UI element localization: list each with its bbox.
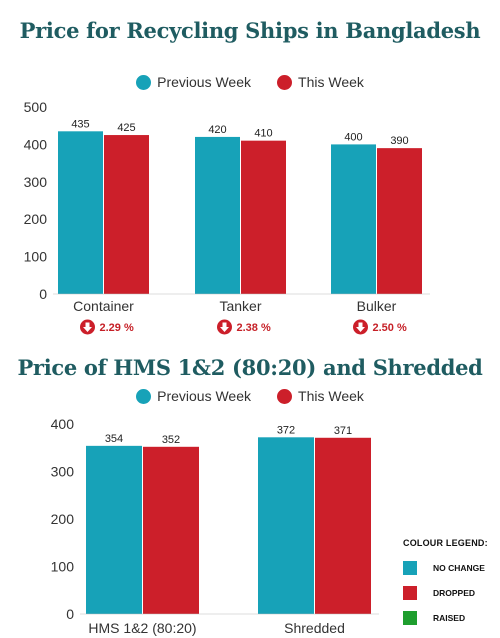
down-arrow-glyph (83, 322, 92, 332)
bar-container-previous (58, 131, 103, 294)
category-label-tanker: Tanker (219, 298, 261, 314)
category-label-hms-1-2-80-20: HMS 1&2 (80:20) (88, 620, 196, 636)
y-tick-label: 0 (66, 606, 74, 622)
y-tick-label: 300 (51, 464, 75, 480)
bar-bulker-this (377, 148, 422, 294)
legend-label-this: This Week (298, 74, 364, 90)
bar-shredded-previous (258, 437, 314, 614)
legend-item-this: This Week (277, 74, 364, 90)
bar-hms-1-2-80-20-previous (86, 445, 142, 614)
colour-legend-label-no-change: NO CHANGE (433, 562, 485, 573)
down-arrow-glyph (220, 322, 229, 332)
legend-item-previous: Previous Week (136, 74, 251, 90)
category-label-bulker: Bulker (357, 298, 397, 314)
legend-hms: Previous Week This Week (0, 388, 500, 404)
y-tick-label: 100 (24, 249, 48, 265)
chart-title-recycling: Price for Recycling Ships in Bangladesh (19, 18, 481, 43)
data-label-bulker-previous: 400 (344, 131, 362, 143)
data-label-tanker-this: 410 (254, 128, 272, 140)
colour-legend-swatch-raised (403, 610, 417, 625)
bar-bulker-previous (331, 144, 376, 294)
change-label-bulker: 2.50 % (373, 322, 407, 334)
colour-legend-label-dropped: DROPPED (433, 587, 476, 598)
y-tick-label: 200 (24, 211, 48, 227)
data-label-hms-1-2-80-20-previous: 354 (105, 433, 123, 445)
data-label-hms-1-2-80-20-this: 352 (162, 434, 180, 446)
y-tick-label: 0 (39, 286, 47, 302)
bar-shredded-this (315, 437, 371, 614)
bar-tanker-previous (195, 136, 240, 294)
colour-legend-swatch-no-change (403, 560, 417, 575)
legend-swatch-previous (136, 74, 152, 90)
y-tick-label: 300 (24, 174, 48, 190)
y-tick-label: 200 (51, 511, 75, 527)
legend-swatch-previous (136, 388, 152, 404)
data-label-bulker-this: 390 (390, 135, 408, 147)
y-tick-label: 100 (51, 559, 75, 575)
colour-legend-row-dropped: DROPPED (403, 585, 498, 600)
data-label-tanker-previous: 420 (208, 124, 226, 136)
colour-legend-title: COLOUR LEGEND: (403, 538, 488, 548)
data-label-container-this: 425 (117, 122, 135, 134)
colour-legend-row-no-change: NO CHANGE (403, 560, 498, 575)
data-label-shredded-this: 371 (334, 425, 352, 437)
legend-label-previous: Previous Week (157, 74, 252, 90)
colour-legend-row-raised: RAISED (403, 610, 498, 625)
legend-swatch-this (277, 74, 293, 90)
bar-container-this (104, 135, 149, 294)
legend-item-previous: Previous Week (136, 388, 251, 404)
change-label-container: 2.29 % (100, 322, 134, 334)
legend-item-this: This Week (277, 388, 364, 404)
category-label-container: Container (73, 298, 134, 314)
y-tick-label: 400 (24, 136, 48, 152)
legend-swatch-this (277, 388, 293, 404)
y-tick-label: 400 (51, 416, 75, 432)
chart-title-hms: Price of HMS 1&2 (80:20) and Shredded (17, 355, 483, 380)
bar-hms-1-2-80-20-this (143, 446, 199, 614)
data-label-container-previous: 435 (71, 118, 89, 130)
y-tick-label: 500 (24, 99, 48, 115)
legend-recycling: Previous Week This Week (0, 74, 500, 90)
legend-label-this: This Week (298, 388, 364, 404)
category-label-shredded: Shredded (284, 620, 345, 636)
colour-legend: COLOUR LEGEND: NO CHANGE DROPPED RAISED (403, 538, 498, 635)
colour-legend-swatch-dropped (403, 585, 417, 600)
down-arrow-glyph (356, 322, 365, 332)
change-label-tanker: 2.38 % (237, 322, 271, 334)
data-label-shredded-previous: 372 (277, 424, 295, 436)
bar-tanker-this (241, 140, 286, 294)
legend-label-previous: Previous Week (157, 388, 252, 404)
colour-legend-label-raised: RAISED (433, 612, 466, 623)
